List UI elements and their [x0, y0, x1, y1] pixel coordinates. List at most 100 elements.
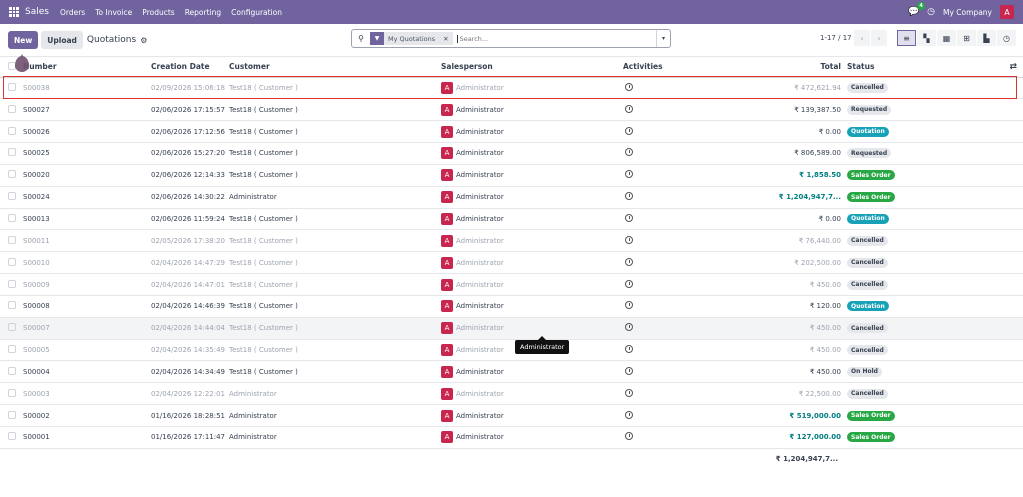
row-checkbox[interactable]: [8, 104, 16, 113]
table-row[interactable]: S00027 02/06/2026 17:15:57 Test18 ( Cust…: [0, 98, 1023, 122]
status-badge: Cancelled: [847, 279, 888, 290]
remove-facet-icon[interactable]: ✕: [443, 34, 449, 43]
row-checkbox[interactable]: [8, 345, 16, 354]
row-checkbox[interactable]: [8, 410, 16, 419]
table-row[interactable]: S00025 02/06/2026 15:27:20 Test18 ( Cust…: [0, 142, 1023, 165]
column-activities[interactable]: Activities: [623, 57, 663, 78]
activity-view-button[interactable]: ◷: [997, 30, 1016, 46]
salesperson: A Administrator: [441, 125, 633, 138]
activity-clock-icon[interactable]: [625, 82, 633, 91]
row-checkbox[interactable]: [8, 170, 16, 179]
list-view-button[interactable]: ≡: [897, 30, 916, 46]
salesperson: A Administrator: [441, 300, 633, 313]
activity-clock-icon[interactable]: [625, 410, 633, 419]
row-checkbox[interactable]: [8, 192, 16, 201]
activities-label: Activities: [623, 62, 663, 72]
activity-clock-icon[interactable]: [625, 126, 633, 135]
kanban-view-button[interactable]: ▚: [917, 30, 936, 46]
activity-clock-icon[interactable]: [625, 257, 633, 266]
row-checkbox[interactable]: [8, 388, 16, 397]
apps-menu-icon[interactable]: [9, 7, 19, 17]
activity-clock-icon[interactable]: [625, 148, 633, 157]
activity-clock-icon[interactable]: ◷: [927, 7, 936, 17]
upload-button[interactable]: Upload: [41, 31, 83, 49]
user-avatar[interactable]: A: [1000, 5, 1014, 19]
activity-clock-icon[interactable]: [625, 104, 633, 113]
app-name[interactable]: Sales: [25, 7, 49, 17]
salesperson-avatar: A: [441, 322, 453, 335]
activity-clock-icon[interactable]: [625, 235, 633, 244]
total: ₹ 806,589.00: [647, 142, 847, 165]
row-checkbox[interactable]: [8, 82, 16, 91]
menu-reporting[interactable]: Reporting: [184, 7, 222, 17]
order-number: S00003: [23, 382, 151, 406]
customer: Test18 ( Customer ): [229, 295, 441, 318]
activity-clock-icon[interactable]: [625, 366, 633, 375]
table-row[interactable]: S00008 02/04/2026 14:46:39 Test18 ( Cust…: [0, 295, 1023, 318]
row-checkbox[interactable]: [8, 148, 16, 157]
pager-next-button[interactable]: ›: [871, 30, 887, 46]
table-row[interactable]: S00010 02/04/2026 14:47:29 Test18 ( Cust…: [0, 251, 1023, 275]
optional-columns-icon[interactable]: ⇄: [1009, 61, 1017, 72]
company-switcher[interactable]: My Company: [943, 7, 992, 17]
column-creation-date[interactable]: Creation Date: [151, 57, 229, 78]
row-checkbox[interactable]: [8, 432, 16, 441]
activity-clock-icon[interactable]: [625, 432, 633, 441]
table-row[interactable]: S00003 02/04/2026 12:22:01 Administrator…: [0, 382, 1023, 406]
column-customer[interactable]: Customer: [229, 57, 441, 78]
row-checkbox[interactable]: [8, 366, 16, 375]
table-row[interactable]: S00005 02/04/2026 14:35:49 Test18 ( Cust…: [0, 339, 1023, 362]
activity-clock-icon[interactable]: [625, 213, 633, 222]
pivot-view-button[interactable]: ⊞: [957, 30, 976, 46]
row-checkbox[interactable]: [8, 323, 16, 332]
table-row[interactable]: S00020 02/06/2026 12:14:33 Test18 ( Cust…: [0, 164, 1023, 187]
row-checkbox[interactable]: [8, 235, 16, 244]
total: ₹ 450.00: [647, 317, 847, 340]
order-number: S00005: [23, 339, 151, 362]
column-status[interactable]: Status ⇄: [847, 57, 1023, 78]
activity-clock-icon[interactable]: [625, 170, 633, 179]
row-checkbox[interactable]: [8, 213, 16, 222]
gear-icon[interactable]: ⚙: [140, 35, 148, 45]
new-button[interactable]: New: [8, 31, 39, 49]
table-row[interactable]: S00013 02/06/2026 11:59:24 Test18 ( Cust…: [0, 208, 1023, 231]
table-row[interactable]: S00038 02/09/2026 15:06:18 Test18 ( Cust…: [0, 77, 1023, 100]
menu-to-invoice[interactable]: To Invoice: [95, 7, 133, 17]
pager-value[interactable]: 1-17 / 17: [820, 34, 852, 42]
column-total[interactable]: Total: [647, 57, 847, 78]
column-salesperson[interactable]: Salesperson: [441, 57, 633, 78]
table-row[interactable]: S00001 01/16/2026 17:11:47 Administrator…: [0, 426, 1023, 449]
table-row[interactable]: S00011 02/05/2026 17:38:20 Test18 ( Cust…: [0, 229, 1023, 253]
menu-orders[interactable]: Orders: [59, 7, 86, 17]
graph-view-button[interactable]: ▙: [977, 30, 996, 46]
table-row[interactable]: S00007 02/04/2026 14:44:04 Test18 ( Cust…: [0, 317, 1023, 340]
table-row[interactable]: S00009 02/04/2026 14:47:01 Test18 ( Cust…: [0, 273, 1023, 296]
table-row[interactable]: S00004 02/04/2026 14:34:49 Test18 ( Cust…: [0, 360, 1023, 384]
menu-products[interactable]: Products: [142, 7, 175, 17]
activity-clock-icon[interactable]: [625, 388, 633, 397]
row-checkbox[interactable]: [8, 279, 16, 288]
row-checkbox[interactable]: [8, 126, 16, 135]
row-checkbox[interactable]: [8, 301, 16, 310]
table-row[interactable]: S00026 02/06/2026 17:12:56 Test18 ( Cust…: [0, 120, 1023, 144]
menu-configuration[interactable]: Configuration: [231, 7, 283, 17]
status-badge: Cancelled: [847, 235, 888, 246]
activity-clock-icon[interactable]: [625, 323, 633, 332]
column-number[interactable]: Number: [23, 57, 151, 78]
search-options-toggle[interactable]: ▾: [656, 30, 670, 47]
pager-previous-button[interactable]: ‹: [854, 30, 870, 46]
activity-clock-icon[interactable]: [625, 345, 633, 354]
customer: Test18 ( Customer ): [229, 317, 441, 340]
activity-clock-icon[interactable]: [625, 279, 633, 288]
search-input[interactable]: [456, 34, 656, 43]
salesperson: A Administrator: [441, 409, 633, 422]
activity-clock-icon[interactable]: [625, 192, 633, 201]
salesperson-avatar: A: [441, 278, 453, 291]
chat-icon[interactable]: 💬 4: [908, 2, 926, 17]
table-row[interactable]: S00002 01/16/2026 18:28:51 Administrator…: [0, 404, 1023, 427]
calendar-view-button[interactable]: ▦: [937, 30, 956, 46]
chat-count-badge: 4: [917, 2, 926, 10]
row-checkbox[interactable]: [8, 257, 16, 266]
table-row[interactable]: S00024 02/06/2026 14:30:22 Administrator…: [0, 186, 1023, 209]
activity-clock-icon[interactable]: [625, 301, 633, 310]
